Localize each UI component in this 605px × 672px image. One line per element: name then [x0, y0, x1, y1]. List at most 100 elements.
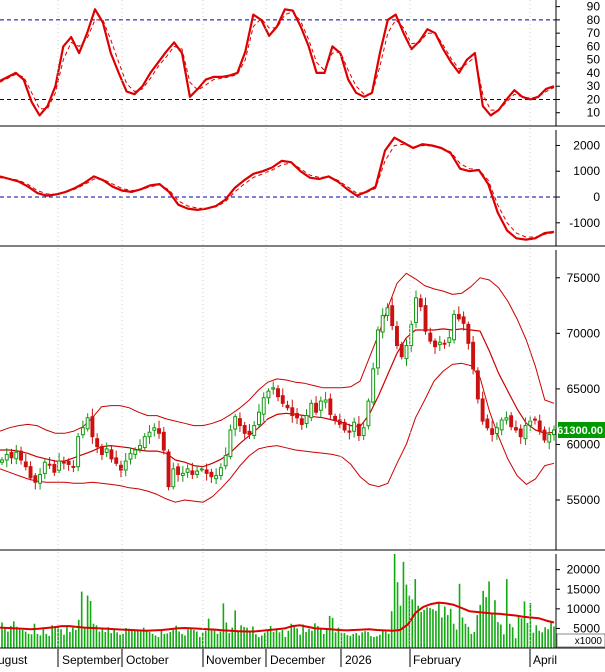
candle-body	[366, 400, 371, 427]
volume-bar	[526, 622, 529, 648]
candle-body	[309, 402, 314, 419]
candle-body	[252, 425, 257, 436]
volume-bar	[500, 624, 502, 648]
candle-body	[347, 430, 352, 433]
candle-body	[404, 345, 409, 360]
volume-bar	[349, 635, 352, 648]
candle-body	[342, 421, 347, 431]
3-tick-label: 10000	[567, 602, 601, 616]
candle-body	[494, 427, 499, 434]
volume-bar	[299, 634, 301, 648]
candle-body	[409, 323, 414, 347]
candle-body	[209, 471, 214, 478]
volume-bar	[193, 629, 195, 648]
volume-bar	[184, 635, 186, 648]
candle-body	[271, 387, 276, 390]
volume-bar	[160, 629, 163, 648]
volume-bar	[532, 632, 535, 648]
volume-bar	[72, 627, 74, 648]
candle-body	[185, 468, 190, 473]
volume-bar	[482, 590, 484, 648]
volume-bar	[284, 637, 287, 648]
volume-bar	[384, 631, 387, 648]
volume-bar	[110, 633, 113, 648]
volume-bar	[240, 625, 242, 648]
volume-bar	[131, 630, 133, 648]
candle-body	[76, 436, 81, 468]
volume-bar	[446, 615, 449, 648]
candle-body	[442, 342, 447, 345]
candle-body	[433, 340, 437, 348]
volume-bar	[36, 633, 39, 648]
3-tick-label: 20000	[567, 563, 601, 577]
volume-bar	[154, 635, 157, 648]
candle-body	[80, 427, 85, 436]
volume-bar	[464, 623, 467, 648]
volume-bar	[48, 635, 51, 648]
volume-bar	[246, 627, 248, 648]
candle-body	[314, 402, 319, 413]
volume-bar	[275, 628, 278, 648]
volume-bar	[505, 579, 508, 648]
candle-body	[504, 417, 509, 421]
volume-bar	[296, 628, 298, 648]
volume-bar	[258, 637, 260, 648]
month-label: September	[62, 653, 121, 667]
volume-bar	[319, 628, 322, 648]
volume-bar	[325, 628, 328, 648]
2-tick-label: 75000	[567, 271, 601, 285]
candle-body	[323, 399, 328, 403]
volume-bar	[470, 633, 473, 648]
candle-body	[14, 451, 19, 460]
candle-body	[395, 326, 399, 347]
candle-body	[456, 313, 461, 320]
volume-bar	[119, 634, 121, 648]
volume-bar	[461, 617, 464, 648]
volume-bar	[441, 617, 443, 648]
volume-bar	[213, 629, 216, 648]
candle-body	[71, 465, 76, 468]
volume-bar	[458, 583, 461, 648]
volume-bar	[317, 626, 319, 648]
0-tick-label: 40	[587, 66, 601, 80]
volume-bar	[358, 635, 360, 648]
last-price-badge	[558, 422, 605, 438]
volume-bar	[178, 631, 180, 648]
volume-bar	[405, 584, 408, 648]
volume-bar	[125, 628, 127, 648]
volume-bar	[387, 633, 390, 648]
volume-bar	[423, 610, 425, 648]
volume-bar	[231, 627, 234, 648]
candle-body	[528, 420, 533, 427]
volume-bar	[420, 611, 422, 648]
0-tick-label: 80	[587, 13, 601, 27]
volume-bar	[15, 626, 18, 648]
volume-bar	[396, 582, 399, 648]
candle-body	[123, 460, 128, 471]
volume-bar	[443, 606, 446, 648]
volume-bar	[308, 628, 310, 648]
candle-body	[437, 341, 442, 346]
2-tick-label: 60000	[567, 437, 601, 451]
volume-unit-box	[556, 633, 605, 648]
volume-bar	[163, 633, 166, 648]
candle-body	[352, 421, 357, 432]
volume-bar	[491, 614, 493, 648]
candle-body	[133, 449, 138, 455]
candle-body	[337, 419, 342, 425]
candle-body	[218, 467, 223, 477]
volume-bar	[252, 626, 254, 648]
candle-body	[418, 298, 423, 308]
volume-bar	[302, 624, 304, 648]
volume-bar	[74, 629, 77, 648]
volume-bar	[266, 630, 269, 648]
candle-body	[199, 468, 204, 471]
volume-bar	[432, 609, 434, 648]
candle-body	[518, 428, 523, 438]
volume-bar	[494, 600, 496, 648]
volume-bar	[169, 631, 172, 648]
candle-body	[490, 428, 495, 435]
candle-body	[242, 425, 247, 434]
